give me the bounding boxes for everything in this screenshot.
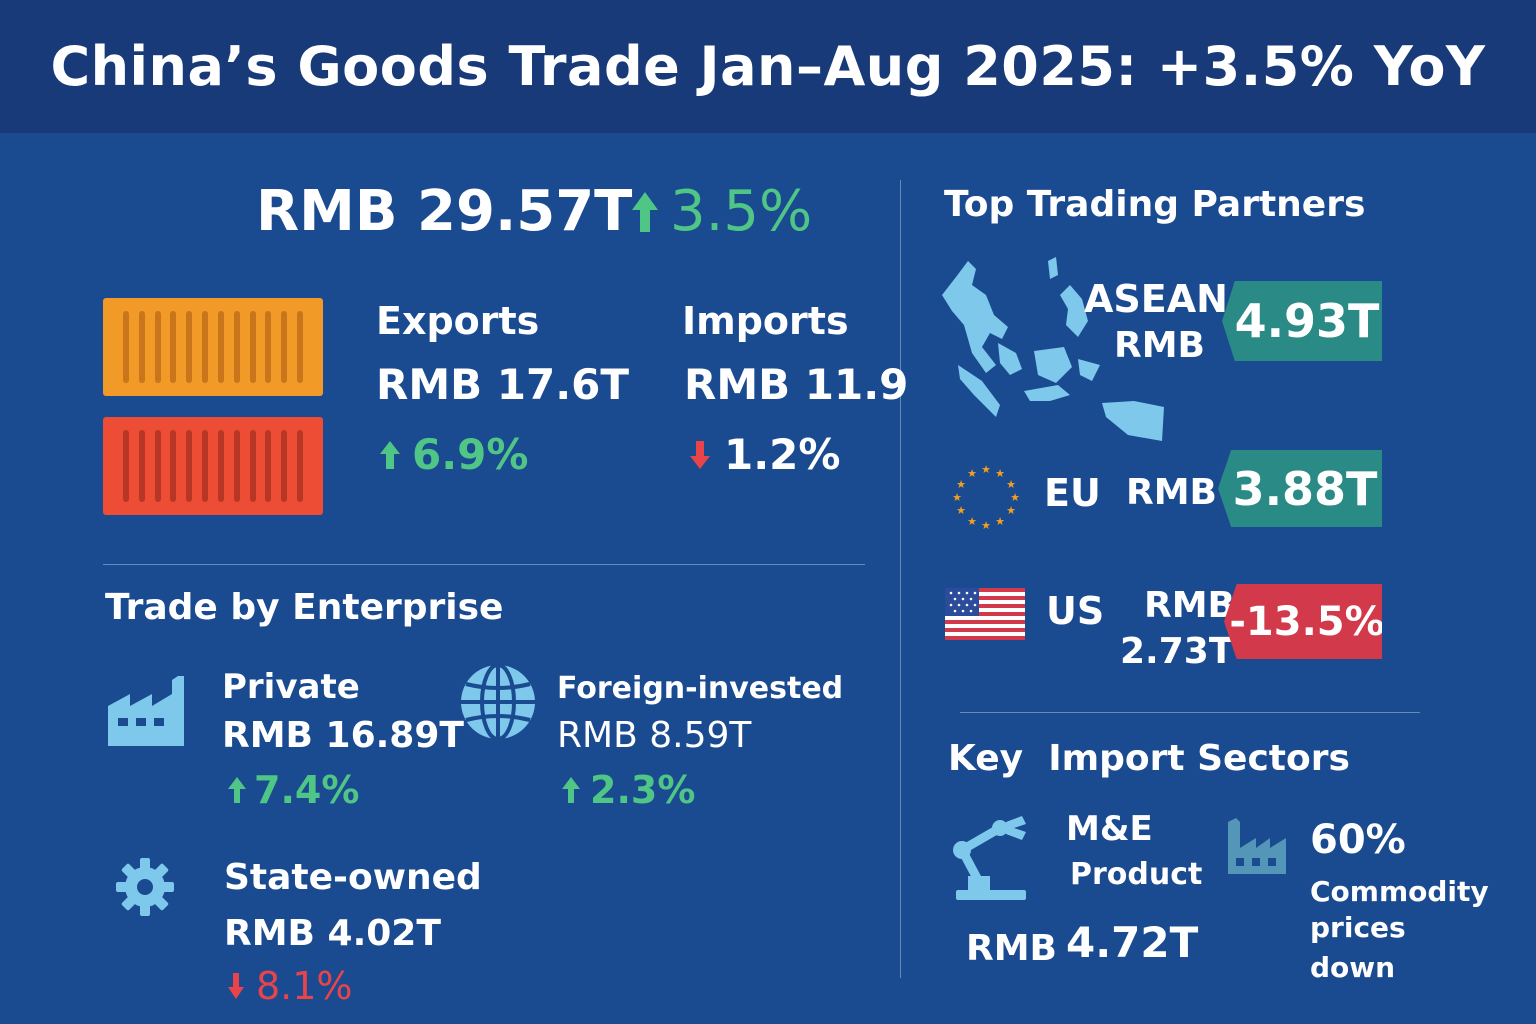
us-flag-icon xyxy=(945,588,1025,640)
private-change: 7.4% xyxy=(226,768,359,812)
foreign-change-value: 2.3% xyxy=(590,768,696,812)
svg-text:★: ★ xyxy=(967,467,977,480)
gear-icon xyxy=(116,858,174,916)
commodity-line1: Commodity xyxy=(1310,875,1489,908)
me-label-line2: Product xyxy=(1070,857,1203,892)
foreign-change: 2.3% xyxy=(560,768,695,812)
import-sectors-heading: Key Import Sectors xyxy=(948,738,1350,779)
svg-text:★: ★ xyxy=(956,478,966,491)
eu-value-tag: 3.88T xyxy=(1218,450,1382,527)
foreign-value: RMB 8.59T xyxy=(557,715,752,756)
imports-label: Imports xyxy=(682,299,849,343)
robot-arm-icon xyxy=(953,816,1026,900)
private-value: RMB 16.89T xyxy=(222,715,464,756)
total-change-value: 3.5% xyxy=(670,179,813,244)
eu-currency: RMB xyxy=(1126,472,1217,513)
eu-name: EU xyxy=(1044,471,1101,515)
state-value: RMB 4.02T xyxy=(224,913,441,954)
arrow-up-icon xyxy=(632,192,658,232)
me-label-line1: M&E xyxy=(1066,809,1153,849)
arrow-up-icon xyxy=(228,777,246,803)
factory-icon xyxy=(108,676,184,746)
svg-text:★: ★ xyxy=(1006,478,1016,491)
asean-map-icon xyxy=(942,257,1164,441)
shipping-container-orange-icon xyxy=(103,298,323,396)
vertical-divider xyxy=(900,180,901,978)
asean-value-tag: 4.93T xyxy=(1222,281,1382,361)
arrow-up-icon xyxy=(562,777,580,803)
total-value: RMB 29.57T xyxy=(256,179,633,244)
foreign-label: Foreign-invested xyxy=(557,671,844,706)
asean-currency: RMB xyxy=(1114,325,1205,366)
us-amount: 2.73T xyxy=(1120,631,1234,672)
svg-text:★: ★ xyxy=(981,519,991,532)
shipping-container-red-icon xyxy=(103,417,323,515)
exports-value: RMB 17.6T xyxy=(376,360,630,409)
enterprise-heading: Trade by Enterprise xyxy=(105,587,504,628)
us-name: US xyxy=(1046,589,1105,633)
us-change: -13.5% xyxy=(1229,598,1385,645)
svg-text:★: ★ xyxy=(995,467,1005,480)
globe-icon xyxy=(461,663,535,741)
svg-text:★: ★ xyxy=(981,463,991,476)
imports-value: RMB 11.9 xyxy=(684,360,909,409)
left-divider xyxy=(103,564,865,565)
us-change-tag: -13.5% xyxy=(1224,584,1382,659)
arrow-down-icon xyxy=(690,441,710,469)
partners-heading: Top Trading Partners xyxy=(944,184,1366,225)
commodity-value: 60% xyxy=(1310,817,1406,863)
page-title: China’s Goods Trade Jan–Aug 2025: +3.5% … xyxy=(50,35,1486,98)
arrow-up-icon xyxy=(380,441,400,469)
svg-text:★: ★ xyxy=(967,515,977,528)
exports-change-value: 6.9% xyxy=(412,430,529,479)
state-label: State-owned xyxy=(224,857,482,898)
me-currency: RMB xyxy=(966,928,1057,969)
eu-stars-icon: ★ ★ ★ ★ ★ ★ ★ ★ ★ ★ ★ ★ xyxy=(952,463,1020,532)
imports-change-value: 1.2% xyxy=(724,430,841,479)
eu-value: 3.88T xyxy=(1232,461,1378,516)
svg-text:★: ★ xyxy=(956,504,966,517)
total-change: 3.5% xyxy=(630,180,812,244)
private-change-value: 7.4% xyxy=(254,768,360,812)
asean-name: ASEAN xyxy=(1084,277,1228,321)
commodity-line3: down xyxy=(1310,951,1396,984)
exports-label: Exports xyxy=(376,299,540,343)
right-divider xyxy=(960,712,1420,713)
exports-change: 6.9% xyxy=(378,430,528,480)
state-change: 8.1% xyxy=(226,964,353,1008)
us-currency: RMB xyxy=(1144,585,1235,626)
svg-text:★: ★ xyxy=(1006,504,1016,517)
svg-text:★: ★ xyxy=(952,491,962,504)
commodity-line2: prices xyxy=(1310,911,1406,944)
arrow-down-icon xyxy=(228,973,244,999)
state-change-value: 8.1% xyxy=(256,964,353,1008)
asean-value: 4.93T xyxy=(1234,294,1380,348)
header-banner: China’s Goods Trade Jan–Aug 2025: +3.5% … xyxy=(0,0,1536,133)
private-label: Private xyxy=(222,667,360,707)
factory-icon xyxy=(1228,818,1286,874)
svg-text:★: ★ xyxy=(995,515,1005,528)
svg-text:★: ★ xyxy=(1010,491,1020,504)
imports-change: 1.2% xyxy=(688,430,840,480)
me-value: 4.72T xyxy=(1066,918,1199,967)
